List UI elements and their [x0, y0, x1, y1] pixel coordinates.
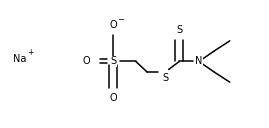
Text: −: −	[117, 15, 124, 24]
Text: S: S	[176, 25, 182, 35]
Text: O: O	[109, 20, 117, 30]
Text: Na: Na	[13, 54, 27, 64]
Text: S: S	[110, 56, 116, 66]
Text: O: O	[109, 93, 117, 103]
Text: S: S	[162, 73, 168, 83]
Text: +: +	[27, 48, 33, 57]
Text: N: N	[195, 56, 203, 66]
Text: O: O	[83, 56, 91, 66]
